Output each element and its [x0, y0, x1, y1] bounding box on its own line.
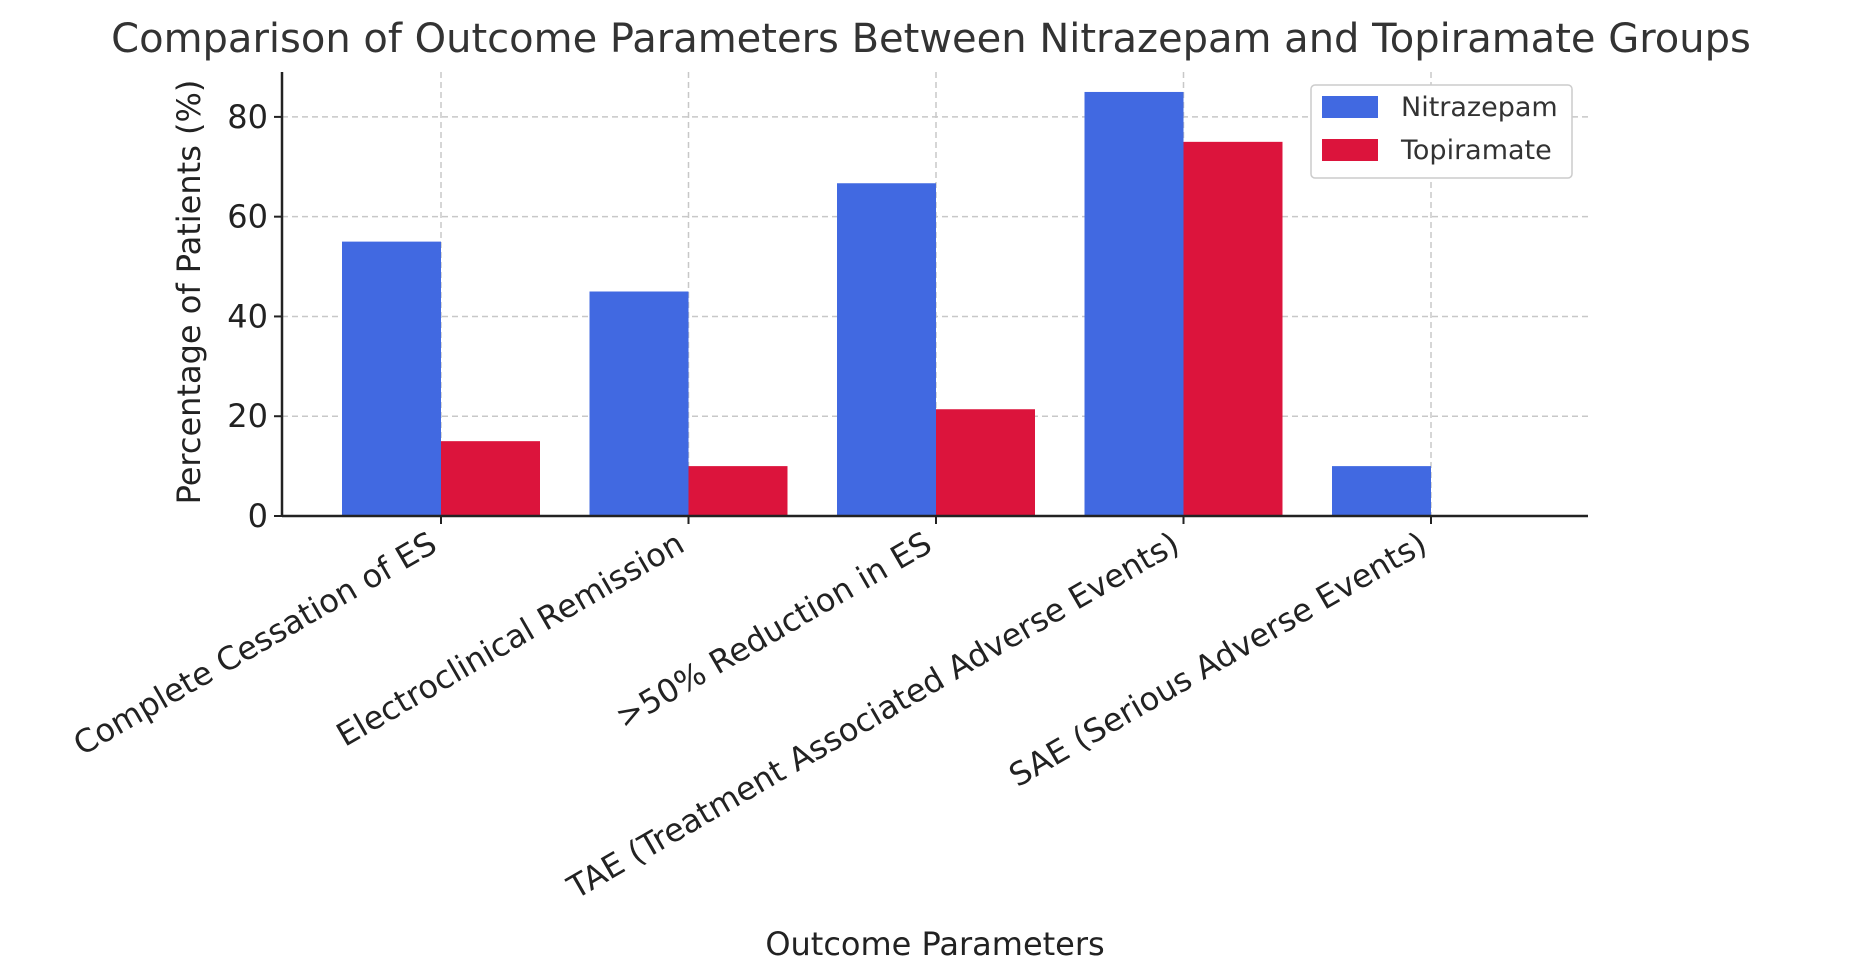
y-tick-label: 80	[227, 98, 268, 136]
legend: Nitrazepam Topiramate	[1310, 84, 1573, 179]
chart-title: Comparison of Outcome Parameters Between…	[111, 16, 1751, 62]
bar-nitrazepam-4	[1084, 91, 1184, 517]
bar-topiramate-4	[1183, 141, 1283, 516]
bar-nitrazepam-1	[342, 241, 441, 516]
y-tick-label: 0	[248, 497, 268, 535]
legend-label-nitrazepam: Nitrazepam	[1401, 92, 1558, 123]
y-axis-label: Percentage of Patients (%)	[170, 80, 208, 505]
bar-topiramate-1	[441, 441, 540, 516]
x-axis-label: Outcome Parameters	[765, 925, 1104, 963]
bar-nitrazepam-2	[589, 291, 689, 516]
bar-nitrazepam-5	[1332, 466, 1431, 516]
y-tick-labels: 0 20 40 60 80	[227, 98, 268, 535]
bar-topiramate-2	[688, 466, 788, 516]
bar-nitrazepam-3	[837, 183, 936, 516]
x-tick-label: SAE (Serious Adverse Events)	[1002, 524, 1433, 795]
legend-swatch-topiramate	[1322, 139, 1378, 161]
y-tick-label: 40	[227, 297, 268, 335]
x-tick-labels: Complete Cessation of ESElectroclinical …	[67, 524, 1433, 907]
axes	[274, 72, 1588, 524]
bars	[342, 91, 1431, 517]
y-tick-label: 20	[227, 397, 268, 435]
legend-swatch-nitrazepam	[1322, 96, 1378, 118]
legend-label-topiramate: Topiramate	[1400, 135, 1552, 166]
y-tick-label: 60	[227, 198, 268, 236]
bar-topiramate-3	[936, 409, 1035, 516]
